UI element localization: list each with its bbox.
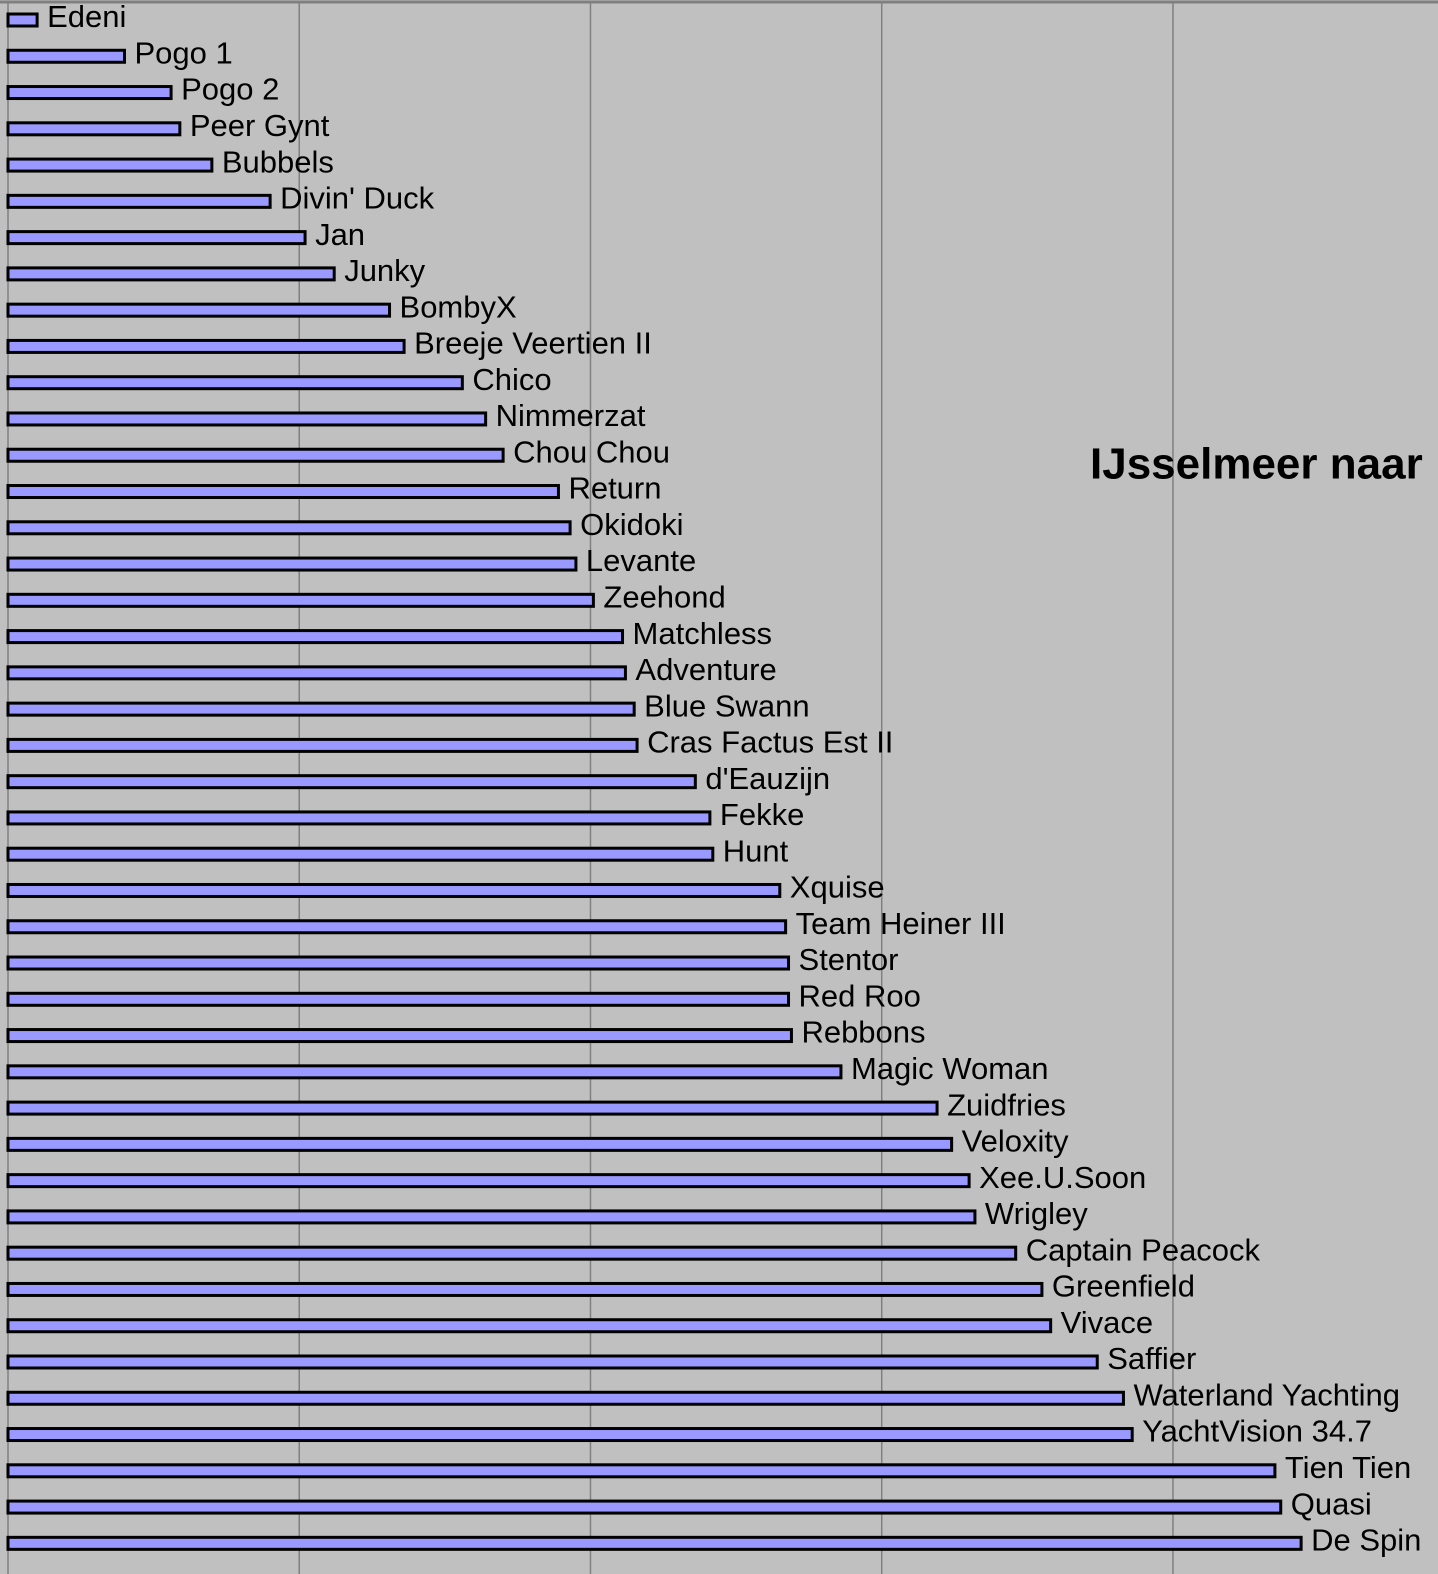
bar-label: Pogo 1 <box>134 35 232 70</box>
bar-label: Chou Chou <box>513 434 670 469</box>
chart-title: IJsselmeer naar <box>1090 440 1423 489</box>
bar <box>6 157 214 173</box>
bar <box>6 1100 939 1116</box>
bar-label: Stentor <box>799 942 899 977</box>
bar-label: YachtVision 34.7 <box>1142 1414 1372 1449</box>
bar <box>6 230 307 246</box>
bar <box>6 85 173 101</box>
bar <box>6 774 697 790</box>
bar-label: Chico <box>472 362 551 397</box>
bar-label: Rebbons <box>801 1015 925 1050</box>
bar-label: Wrigley <box>985 1196 1088 1231</box>
bar-label: Levante <box>586 543 696 578</box>
bar-label: Adventure <box>635 652 776 687</box>
bar <box>6 375 464 391</box>
bar <box>6 1354 1099 1370</box>
bar-label: Team Heiner III <box>796 906 1006 941</box>
bar <box>6 411 488 427</box>
bar <box>6 193 272 209</box>
bar-label: Breeje Veertien II <box>414 326 652 361</box>
bar <box>6 48 126 64</box>
bar-label: Xee.U.Soon <box>979 1160 1146 1195</box>
bar <box>6 1427 1134 1443</box>
bar <box>6 1499 1283 1515</box>
bar-label: Junky <box>344 253 425 288</box>
bar <box>6 121 182 137</box>
bar-label: Red Roo <box>799 978 921 1013</box>
bar-label: Fekke <box>720 797 804 832</box>
bar <box>6 1318 1053 1334</box>
bar <box>6 520 572 536</box>
bar <box>6 1173 971 1189</box>
bar <box>6 846 715 862</box>
bar-label: Cras Factus Est II <box>647 725 893 760</box>
bar-label: Pogo 2 <box>181 72 279 107</box>
bar <box>6 484 560 500</box>
bar <box>6 737 639 753</box>
bar <box>6 1390 1125 1406</box>
bar <box>6 882 782 898</box>
bar <box>6 1535 1303 1551</box>
bar <box>6 338 406 354</box>
bar-label: Veloxity <box>962 1124 1069 1159</box>
bar-label: Matchless <box>633 616 773 651</box>
bar-label: Nimmerzat <box>496 398 646 433</box>
bar-label: Captain Peacock <box>1026 1232 1261 1267</box>
bar <box>6 302 392 318</box>
bar-label: Hunt <box>723 833 789 868</box>
bar-label: Bubbels <box>222 144 334 179</box>
bar <box>6 592 595 608</box>
bar <box>6 1136 954 1152</box>
bar-label: Greenfield <box>1052 1269 1195 1304</box>
bar-label: Zuidfries <box>947 1087 1066 1122</box>
bar-label: Divin' Duck <box>280 181 435 216</box>
bar <box>6 1064 843 1080</box>
bar <box>6 701 636 717</box>
bar-label: BombyX <box>400 289 517 324</box>
bar-label: Blue Swann <box>644 688 809 723</box>
bar-label: d'Eauzijn <box>705 761 830 796</box>
bar <box>6 919 788 935</box>
bar <box>6 1281 1044 1297</box>
bar <box>6 1028 793 1044</box>
bar-label: Edeni <box>47 0 126 34</box>
bar <box>6 955 791 971</box>
bar <box>6 991 791 1007</box>
bar <box>6 556 578 572</box>
bar <box>6 810 712 826</box>
bar-label: Quasi <box>1291 1486 1372 1521</box>
bar-label: Saffier <box>1107 1341 1196 1376</box>
bar <box>6 665 627 681</box>
bar-label: Return <box>568 471 661 506</box>
bar-label: Xquise <box>790 870 885 905</box>
bar-label: Waterland Yachting <box>1133 1377 1400 1412</box>
bar <box>6 1245 1018 1261</box>
bar <box>6 1463 1277 1479</box>
bar <box>6 266 336 282</box>
bar <box>6 12 39 28</box>
bar <box>6 629 625 645</box>
bar-label: Peer Gynt <box>190 108 330 143</box>
bar <box>6 447 505 463</box>
bar-label: Zeehond <box>603 580 725 615</box>
bar-label: De Spin <box>1311 1523 1421 1558</box>
bar-label: Magic Woman <box>851 1051 1049 1086</box>
bar-label: Okidoki <box>580 507 683 542</box>
bar-label: Jan <box>315 217 365 252</box>
bar-label: Tien Tien <box>1285 1450 1411 1485</box>
bar-label: Vivace <box>1061 1305 1154 1340</box>
bar <box>6 1209 977 1225</box>
